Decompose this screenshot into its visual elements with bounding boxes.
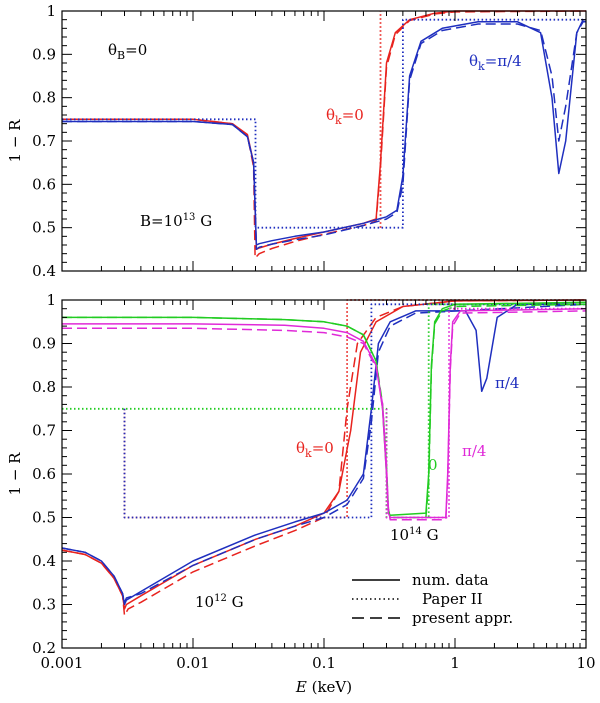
bottom-y-tick-label: 0.2 — [32, 639, 56, 657]
annotation-theta-k0-bottom: θk=0 — [296, 439, 334, 460]
top-y-tick-label: 0.8 — [32, 89, 56, 107]
annotation-field-10-12: 1012 G — [195, 593, 244, 611]
annotation-theta-k0-top: θk=0 — [326, 106, 364, 127]
legend: num. data Paper II present appr. — [352, 571, 513, 627]
annotation-field-10-14: 1014 G — [390, 526, 439, 544]
bottom-series-10 — [62, 310, 587, 521]
top-y-axis-label: 1 − R — [6, 119, 24, 163]
x-tick-label: 0.01 — [176, 654, 209, 672]
bottom-y-tick-label: 0.6 — [32, 465, 56, 483]
top-y-tick-label: 1 — [46, 2, 56, 20]
x-tick-label: 0.001 — [41, 654, 84, 672]
bottom-series-9 — [62, 307, 587, 519]
legend-num-data: num. data — [412, 571, 489, 589]
bottom-series-7 — [62, 303, 587, 519]
bottom-series-1 — [61, 299, 587, 617]
bottom-ticks — [61, 299, 586, 649]
bottom-series-11 — [385, 307, 586, 519]
top-y-tick-label: 0.9 — [32, 45, 56, 63]
bottom-y-tick-label: 0.3 — [32, 596, 56, 614]
legend-paper-ii: Paper II — [422, 590, 483, 608]
bottom-y-tick-label: 0.8 — [32, 378, 56, 396]
top-ticks — [61, 10, 586, 272]
annotation-pi4-blue: π/4 — [495, 374, 519, 392]
annotation-field-10-13: B=1013 G — [140, 212, 212, 230]
top-y-tick-label: 0.4 — [32, 262, 56, 280]
bottom-y-tick-labels: 0.2 0.3 0.4 0.5 0.6 0.7 0.8 0.9 1 — [32, 291, 56, 657]
top-curves — [62, 10, 587, 259]
annotation-pi4-magenta: π/4 — [462, 442, 486, 460]
annotation-theta-k-pi4-top: θk=π/4 — [469, 52, 522, 73]
top-series-4 — [62, 21, 586, 251]
bottom-y-tick-label: 0.9 — [32, 335, 56, 353]
bottom-x-tick-labels: 0.001 0.01 0.1 1 10 — [41, 654, 596, 672]
top-series-5 — [62, 18, 586, 229]
x-tick-label: 1 — [450, 654, 460, 672]
bottom-y-tick-label: 0.5 — [32, 509, 56, 527]
bottom-series-8 — [62, 303, 586, 519]
panel-top: 0.40.50.60.70.80.91 1 − R θB=0 B=1013 G … — [6, 2, 587, 280]
annotation-theta-b: θB=0 — [108, 41, 147, 62]
bottom-y-tick-label: 0.4 — [32, 552, 56, 570]
legend-present-appr: present appr. — [412, 609, 513, 627]
bottom-y-tick-label: 0.7 — [32, 422, 56, 440]
top-y-tick-label: 0.7 — [32, 132, 56, 150]
x-axis-label: E (keV) — [295, 678, 352, 696]
bottom-y-axis-label: 1 − R — [6, 452, 24, 496]
annotation-zero: 0 — [428, 456, 438, 474]
bottom-y-tick-label: 1 — [46, 291, 56, 309]
x-tick-label: 10 — [576, 654, 595, 672]
top-y-tick-label: 0.6 — [32, 175, 56, 193]
bottom-series-6 — [62, 301, 587, 517]
panel-bottom: 0.2 0.3 0.4 0.5 0.6 0.7 0.8 0.9 1 0.001 0.01 0.1 1 1… — [6, 291, 596, 696]
bottom-series-5 — [123, 303, 586, 519]
bottom-series-4 — [61, 303, 587, 604]
top-y-tick-label: 0.5 — [32, 219, 56, 237]
bottom-curves — [61, 299, 587, 617]
x-tick-label: 0.1 — [312, 654, 336, 672]
top-y-tick-labels: 0.4 0.5 0.6 0.7 0.8 0.9 1 — [32, 2, 56, 280]
